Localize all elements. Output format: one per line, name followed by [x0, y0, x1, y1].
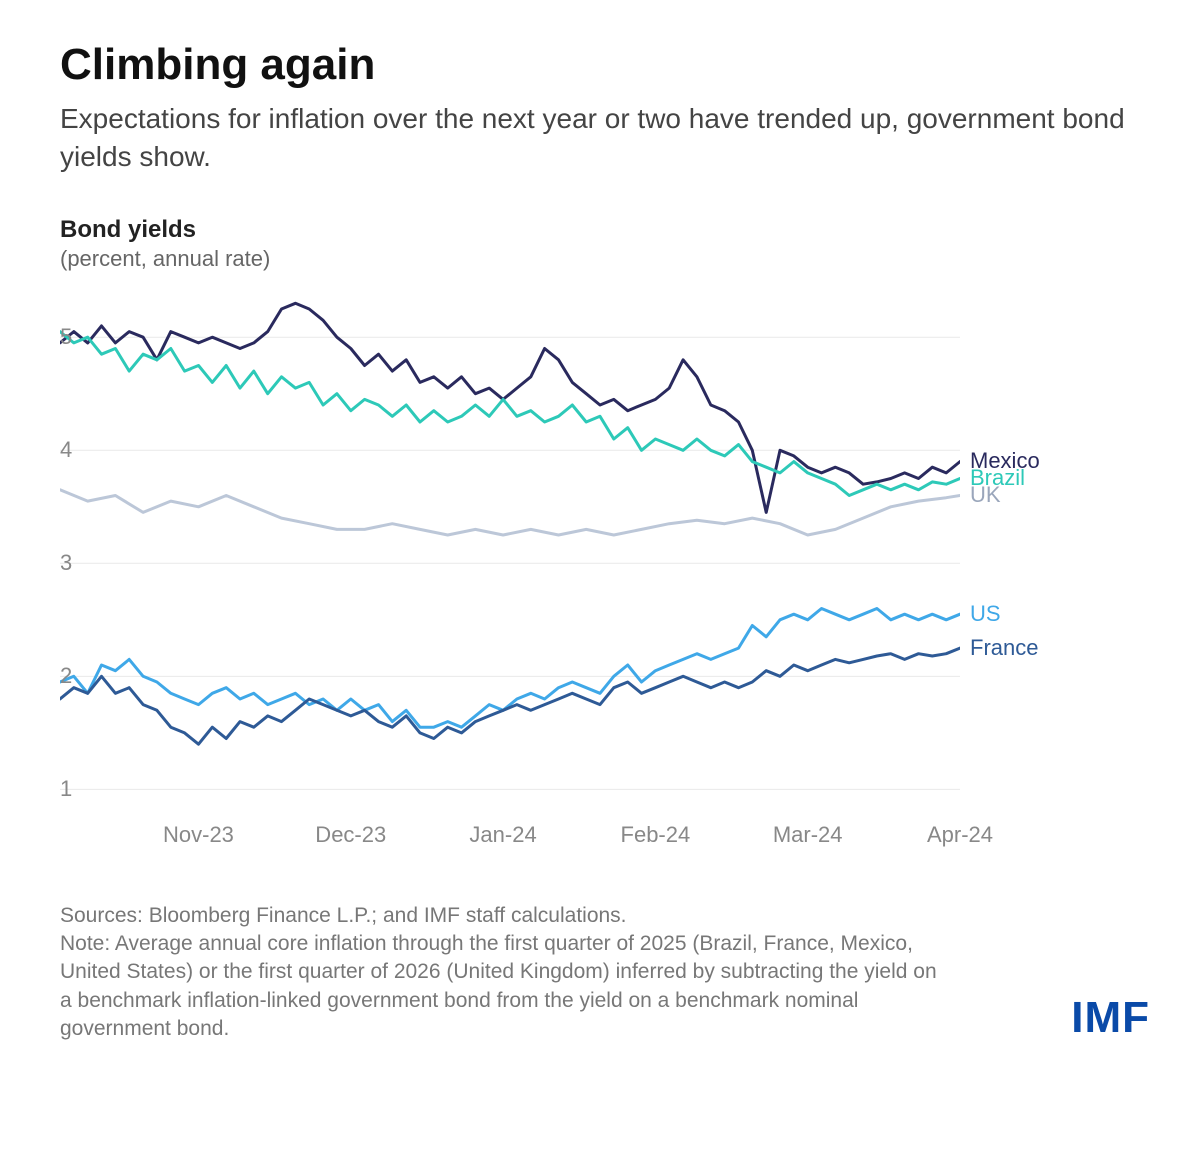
x-tick-label: Nov-23	[163, 822, 234, 848]
x-tick-label: Jan-24	[469, 822, 536, 848]
note-text: Note: Average annual core inflation thro…	[60, 930, 940, 1043]
x-tick-label: Feb-24	[621, 822, 691, 848]
series-line-uk	[60, 489, 960, 534]
page-title: Climbing again	[60, 40, 1150, 90]
chart-subtitle: (percent, annual rate)	[60, 246, 1150, 272]
chart-plot-area: 12345Nov-23Dec-23Jan-24Feb-24Mar-24Apr-2…	[60, 292, 1140, 812]
footer: Sources: Bloomberg Finance L.P.; and IMF…	[60, 902, 1150, 1044]
series-label-us: US	[970, 601, 1001, 627]
series-label-france: France	[970, 635, 1038, 661]
x-tick-label: Dec-23	[315, 822, 386, 848]
x-tick-label: Mar-24	[773, 822, 843, 848]
imf-logo: IMF	[1071, 993, 1150, 1043]
series-line-france	[60, 648, 960, 744]
chart-container: Bond yields (percent, annual rate) 12345…	[60, 216, 1150, 812]
footer-notes: Sources: Bloomberg Finance L.P.; and IMF…	[60, 902, 940, 1044]
x-tick-label: Apr-24	[927, 822, 993, 848]
chart-title: Bond yields	[60, 216, 1150, 244]
page-subtitle: Expectations for inflation over the next…	[60, 100, 1150, 176]
series-line-us	[60, 608, 960, 727]
sources-text: Sources: Bloomberg Finance L.P.; and IMF…	[60, 902, 940, 930]
series-label-uk: UK	[970, 482, 1001, 508]
chart-svg	[60, 292, 960, 812]
